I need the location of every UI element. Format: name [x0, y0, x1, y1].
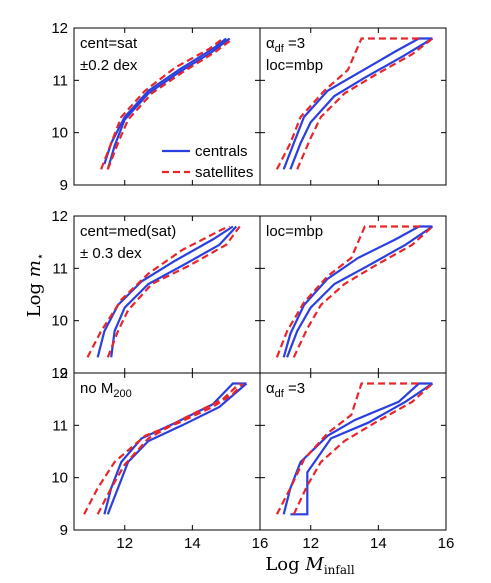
- satellites-line-2: [292, 382, 434, 515]
- centrals-line-2: [106, 37, 231, 170]
- centrals-line-1: [282, 37, 433, 170]
- satellites-line-1: [83, 382, 244, 515]
- panel-5: 12 14 16 9 10 11 12 no M200: [51, 365, 268, 552]
- x-axis-label: Log Minfall: [265, 554, 354, 577]
- centrals-line-2: [289, 37, 434, 170]
- x-tick-label: 16: [252, 535, 269, 552]
- series-group: [86, 225, 241, 358]
- panel-label: cent=med(sat): [80, 223, 176, 240]
- x-tick-label: 12: [302, 535, 319, 552]
- y-axis-label: Log m⋆: [24, 253, 47, 318]
- y-tick-label: 12: [51, 20, 68, 37]
- panel-3: 9 10 11 12 cent=med(sat) ± 0.3 dex: [51, 208, 261, 382]
- x-tick-label: 14: [370, 535, 387, 552]
- y-tick-label: 11: [52, 72, 68, 89]
- panel-label: αdf =3: [266, 35, 305, 55]
- y-tick-label: 12: [51, 208, 68, 225]
- y-tick-label: 9: [60, 522, 68, 539]
- centrals-line-1: [282, 225, 433, 358]
- x-tick-label: 14: [184, 535, 201, 552]
- x-tick-label: 16: [438, 535, 455, 552]
- y-tick-label: 10: [51, 125, 68, 142]
- panel-4: loc=mbp: [259, 215, 447, 374]
- legend-label-satellites: satellites: [195, 164, 253, 181]
- series-group: [275, 382, 434, 516]
- satellites-line-1: [275, 37, 423, 170]
- satellites-line-2: [292, 225, 434, 358]
- legend-label-centrals: centrals: [195, 143, 248, 160]
- panel-label: loc=mbp: [266, 223, 323, 240]
- y-tick-label: 11: [52, 417, 68, 434]
- legend: centrals satellites: [162, 143, 253, 181]
- satellites-line-2: [106, 225, 241, 358]
- centrals-line-2: [290, 382, 434, 516]
- y-tick-label: 10: [51, 470, 68, 487]
- satellites-line-1: [86, 225, 230, 358]
- series-group: [83, 382, 248, 515]
- satellites-line-1: [100, 37, 224, 170]
- satellites-line-1: [275, 225, 423, 358]
- y-tick-label: 12: [51, 365, 68, 382]
- satellites-line-2: [296, 37, 434, 170]
- panel-label: ±0.2 dex: [80, 57, 138, 74]
- satellites-line-2: [96, 382, 241, 515]
- series-group: [275, 37, 434, 170]
- x-tick-label: 12: [116, 535, 133, 552]
- series-group: [275, 225, 434, 358]
- satellites-line-1: [275, 382, 423, 515]
- y-tick-label: 11: [52, 260, 68, 277]
- panel-frame: [259, 27, 447, 186]
- panel-label: loc=mbp: [266, 57, 323, 74]
- panel-label: ± 0.3 dex: [80, 245, 142, 262]
- centrals-line-2: [110, 225, 238, 358]
- y-tick-label: 9: [60, 365, 68, 382]
- panel-1: 9 10 11 12 cent=sat ±0.2 dex centrals satellite…: [51, 20, 261, 194]
- y-tick-label: 9: [60, 177, 68, 194]
- centrals-line-2: [286, 225, 434, 358]
- series-group: [100, 37, 234, 170]
- panel-2: αdf =3 loc=mbp: [259, 27, 447, 186]
- panel-frame: [259, 372, 447, 531]
- panel-label: cent=sat: [80, 35, 138, 52]
- panel-label: no M200: [80, 380, 132, 400]
- panel-6: 12 14 16 αdf =3: [259, 372, 455, 552]
- y-tick-label: 10: [51, 313, 68, 330]
- panel-label: αdf =3: [266, 380, 305, 400]
- satellites-line-2: [106, 37, 234, 170]
- panels: 9 10 11 12 cent=sat ±0.2 dex centrals satellite…: [51, 20, 454, 552]
- centrals-line-2: [106, 382, 248, 515]
